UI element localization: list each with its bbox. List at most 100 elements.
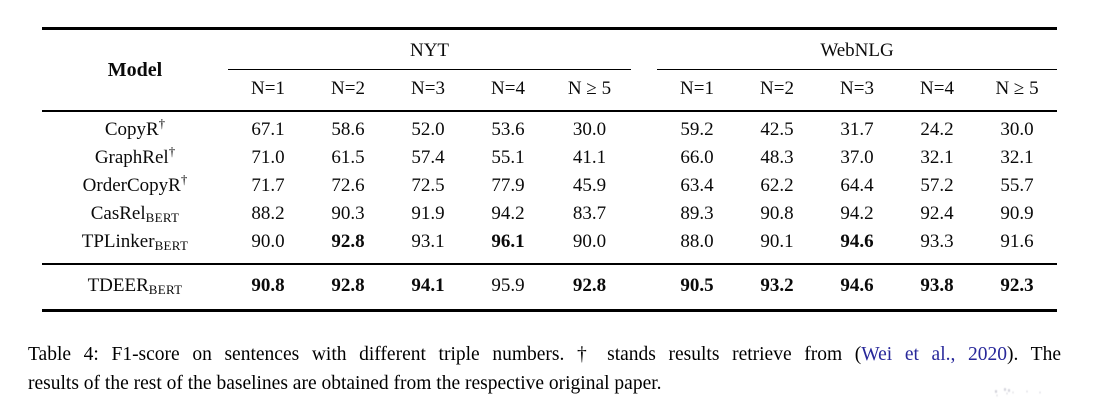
f1-score-cell: 63.4	[680, 175, 714, 196]
column-header-nyt-n4: N=4	[468, 69, 548, 112]
citation-link[interactable]: Wei et al., 2020	[861, 344, 1008, 365]
f1-score-cell: 77.9	[491, 175, 525, 196]
f1-score-cell: 55.1	[491, 147, 525, 168]
group-gap	[631, 172, 657, 200]
f1-score-cell: 89.3	[680, 203, 714, 224]
f1-score-cell: 91.9	[411, 203, 445, 224]
f1-score-cell: 90.9	[1000, 203, 1034, 224]
model-name-cell: CasRelBERT	[42, 200, 228, 228]
f1-score-cell: 55.7	[1000, 175, 1034, 196]
dagger-icon: †	[168, 143, 176, 159]
f1-score-cell: 72.5	[411, 175, 445, 196]
f1-score-cell: 41.1	[572, 147, 607, 168]
column-header-webnlg-n2: N=2	[737, 69, 817, 112]
f1-score-cell: 92.4	[920, 203, 954, 224]
f1-score-cell: 71.7	[251, 175, 285, 196]
f1-score-cell: 92.8	[548, 263, 631, 311]
f1-score-cell: 48.3	[760, 147, 794, 168]
f1-score-cell: 93.2	[737, 263, 817, 311]
f1-score-cell: 91.6	[1000, 231, 1034, 252]
table-container: Model NYT WebNLG N=1 N=2 N=3 N=4 N ≥ 5 N…	[42, 27, 1058, 312]
table-row: CopyR† 67.1 58.6 52.0 53.6 30.0 59.2 42.…	[42, 111, 1057, 144]
f1-score-cell: 94.1	[388, 263, 468, 311]
model-name: OrderCopyR	[82, 175, 181, 196]
dagger-icon: †	[158, 115, 166, 131]
group-gap	[631, 200, 657, 228]
column-group-webnlg: WebNLG	[657, 28, 1058, 70]
f1-score-cell: 53.6	[491, 119, 525, 140]
f1-score-cell: 93.3	[920, 231, 954, 252]
header-sub-row: N=1 N=2 N=3 N=4 N ≥ 5 N=1 N=2 N=3 N=4 N …	[42, 69, 1058, 112]
f1-score-cell: 90.8	[228, 263, 308, 311]
table-row-highlighted: TDEERBERT 90.8 92.8 94.1 95.9 92.8 90.5 …	[42, 263, 1058, 311]
f1-score-cell: 94.6	[817, 263, 897, 311]
bert-subscript: BERT	[145, 210, 180, 225]
column-header-model: Model	[42, 28, 228, 112]
f1-score-cell: 42.5	[760, 119, 794, 140]
column-header-nyt-n1: N=1	[228, 69, 308, 112]
f1-score-cell: 30.0	[572, 119, 607, 140]
model-name: CasRel	[90, 203, 146, 224]
f1-score-cell: 57.2	[920, 175, 954, 196]
column-header-webnlg-n5plus: N ≥ 5	[977, 69, 1058, 112]
model-name-cell: OrderCopyR†	[42, 172, 228, 200]
column-header-nyt-n5plus: N ≥ 5	[548, 69, 631, 112]
f1-score-cell: 92.3	[977, 263, 1058, 311]
model-name: GraphRel	[94, 147, 169, 168]
f1-score-cell: 64.4	[840, 175, 874, 196]
model-name-cell: TPLinkerBERT	[42, 228, 228, 264]
group-gap	[631, 28, 657, 112]
column-header-webnlg-n4: N=4	[897, 69, 977, 112]
model-name-cell: CopyR†	[42, 111, 228, 144]
results-table: Model NYT WebNLG N=1 N=2 N=3 N=4 N ≥ 5 N…	[42, 27, 1058, 312]
f1-score-cell: 62.2	[760, 175, 794, 196]
f1-score-cell: 31.7	[840, 119, 874, 140]
f1-score-cell: 72.6	[331, 175, 365, 196]
f1-score-cell: 90.0	[572, 231, 607, 252]
group-gap	[631, 263, 657, 311]
bert-subscript: BERT	[148, 282, 183, 297]
table-caption: Table 4: F1-score on sentences with diff…	[28, 341, 1061, 398]
f1-score-cell: 71.0	[251, 147, 285, 168]
f1-score-cell: 37.0	[840, 147, 874, 168]
table-row: TPLinkerBERT 90.0 92.8 93.1 96.1 90.0 88…	[42, 228, 1057, 264]
f1-score-cell: 94.6	[840, 231, 874, 252]
f1-score-cell: 90.5	[657, 263, 737, 311]
f1-score-cell: 30.0	[1000, 119, 1034, 140]
f1-score-cell: 92.8	[331, 231, 365, 252]
table-row: GraphRel† 71.0 61.5 57.4 55.1 41.1 66.0 …	[42, 144, 1057, 172]
group-gap	[631, 144, 657, 172]
model-name-cell: TDEERBERT	[42, 263, 228, 311]
column-header-nyt-n2: N=2	[308, 69, 388, 112]
f1-score-cell: 66.0	[680, 147, 714, 168]
column-group-nyt: NYT	[228, 28, 631, 70]
f1-score-cell: 90.3	[331, 203, 365, 224]
caption-text: ). The	[1007, 344, 1062, 365]
f1-score-cell: 45.9	[572, 175, 607, 196]
caption-text: Table 4: F1-score on sentences with diff…	[28, 344, 862, 365]
model-name: TPLinker	[81, 231, 155, 252]
model-name: TDEER	[87, 275, 149, 296]
f1-score-cell: 90.8	[760, 203, 794, 224]
column-header-webnlg-n3: N=3	[817, 69, 897, 112]
f1-score-cell: 32.1	[920, 147, 954, 168]
f1-score-cell: 95.9	[468, 263, 548, 311]
header-group-row: Model NYT WebNLG	[42, 28, 1058, 112]
f1-score-cell: 57.4	[411, 147, 445, 168]
f1-score-cell: 67.1	[251, 119, 285, 140]
f1-score-cell: 96.1	[491, 231, 525, 252]
f1-score-cell: 94.2	[840, 203, 874, 224]
f1-score-cell: 24.2	[920, 119, 954, 140]
column-header-nyt-n3: N=3	[388, 69, 468, 112]
f1-score-cell: 59.2	[680, 119, 714, 140]
f1-score-cell: 93.8	[897, 263, 977, 311]
f1-score-cell: 32.1	[1000, 147, 1034, 168]
column-header-webnlg-n1: N=1	[657, 69, 737, 112]
group-gap	[631, 111, 657, 144]
f1-score-cell: 61.5	[331, 147, 365, 168]
f1-score-cell: 90.1	[760, 231, 794, 252]
f1-score-cell: 88.2	[251, 203, 285, 224]
f1-score-cell: 58.6	[331, 119, 365, 140]
f1-score-cell: 93.1	[411, 231, 445, 252]
